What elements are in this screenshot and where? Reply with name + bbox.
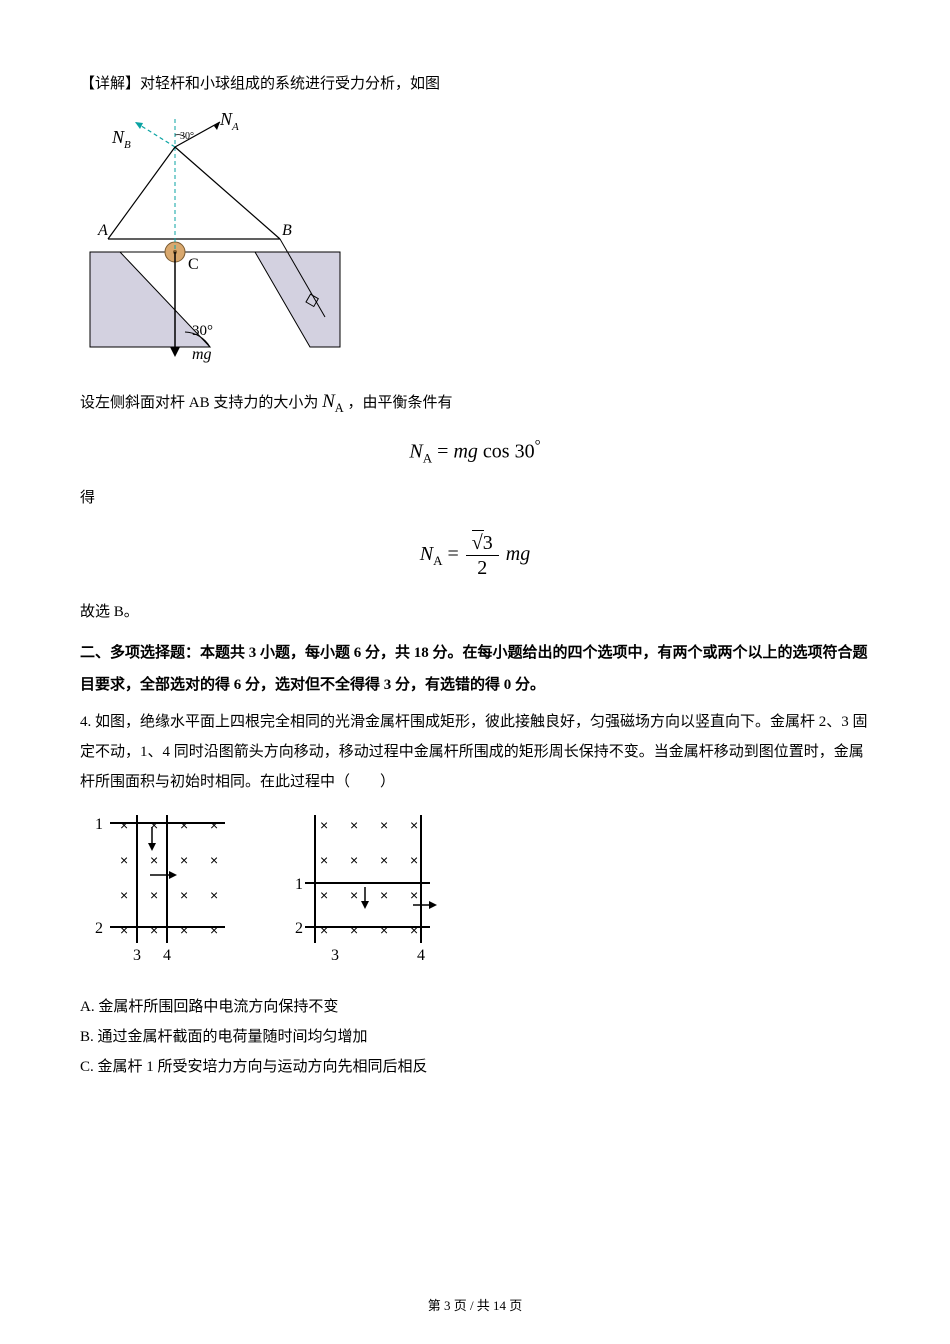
- svg-text:×: ×: [410, 817, 418, 833]
- svg-text:×: ×: [320, 922, 328, 938]
- label-C: C: [188, 256, 199, 273]
- eq1-deg: °: [535, 438, 541, 454]
- svg-text:×: ×: [150, 817, 158, 833]
- svg-text:×: ×: [120, 817, 128, 833]
- svg-text:×: ×: [380, 922, 388, 938]
- svg-text:×: ×: [210, 817, 218, 833]
- option-c: C. 金属杆 1 所受安培力方向与运动方向先相同后相反: [80, 1052, 870, 1082]
- eq1-mg: mg: [453, 440, 477, 462]
- right-label-4: 4: [417, 947, 425, 964]
- right-label-2: 2: [295, 920, 303, 937]
- eq2-mg: mg: [506, 543, 530, 565]
- label-mg: mg: [192, 346, 212, 363]
- svg-text:×: ×: [180, 887, 188, 903]
- equation-2: NA = √32 mg: [80, 531, 870, 580]
- svg-text:×: ×: [410, 887, 418, 903]
- svg-text:×: ×: [380, 817, 388, 833]
- svg-text:×: ×: [320, 852, 328, 868]
- right-label-1: 1: [295, 876, 303, 893]
- label-NB-sub: B: [124, 139, 131, 151]
- force-diagram: NB NA 30° A B C 30° mg: [80, 107, 870, 372]
- eq1-cos: cos: [478, 440, 510, 462]
- eq1-lhs-sub: A: [423, 450, 432, 465]
- svg-text:×: ×: [120, 922, 128, 938]
- svg-text:×: ×: [350, 817, 358, 833]
- eq2-sqrt: √: [472, 532, 483, 554]
- explanation-intro: 【详解】对轻杆和小球组成的系统进行受力分析，如图: [80, 70, 870, 99]
- svg-text:×: ×: [380, 852, 388, 868]
- left-label-1: 1: [95, 816, 103, 833]
- q4-stem: 4. 如图，绝缘水平面上四根完全相同的光滑金属杆围成矩形，彼此接触良好，匀强磁场…: [80, 707, 870, 797]
- text-de: 得: [80, 484, 870, 513]
- svg-text:×: ×: [180, 817, 188, 833]
- svg-text:×: ×: [120, 852, 128, 868]
- support-post: ，由平衡条件有: [347, 395, 452, 411]
- label-B: B: [282, 222, 292, 239]
- svg-text:×: ×: [320, 887, 328, 903]
- eq2-lhs-sub: A: [433, 553, 442, 568]
- left-label-3: 3: [133, 947, 141, 964]
- right-label-3: 3: [331, 947, 339, 964]
- svg-text:×: ×: [320, 817, 328, 833]
- label-NB: N: [111, 127, 125, 147]
- svg-text:×: ×: [380, 887, 388, 903]
- eq1-lhs: N: [409, 440, 422, 462]
- equation-1: NA = mg cos 30°: [80, 438, 870, 467]
- svg-text:×: ×: [180, 922, 188, 938]
- svg-text:×: ×: [210, 887, 218, 903]
- label-NA: N: [219, 109, 233, 129]
- svg-text:×: ×: [210, 852, 218, 868]
- svg-text:×: ×: [210, 922, 218, 938]
- svg-text:×: ×: [150, 852, 158, 868]
- page-number: 第 3 页 / 共 14 页: [0, 1295, 950, 1314]
- q4-figure: × × × × × × × × × × × × × × × ×: [80, 805, 870, 980]
- eq2-lhs: N: [420, 543, 433, 565]
- option-a: A. 金属杆所围回路中电流方向保持不变: [80, 992, 870, 1022]
- svg-text:×: ×: [350, 922, 358, 938]
- svg-text:×: ×: [150, 887, 158, 903]
- support-var: N: [322, 391, 335, 412]
- left-label-4: 4: [163, 947, 171, 964]
- option-b: B. 通过金属杆截面的电荷量随时间均匀增加: [80, 1022, 870, 1052]
- eq2-sqrt-arg: 3: [483, 532, 493, 554]
- support-var-sub: A: [335, 400, 344, 414]
- svg-text:×: ×: [410, 922, 418, 938]
- label-angle-bottom: 30°: [192, 323, 213, 339]
- conclusion: 故选 B。: [80, 598, 870, 627]
- section-heading: 二、多项选择题：本题共 3 小题，每小题 6 分，共 18 分。在每小题给出的四…: [80, 638, 870, 701]
- svg-text:×: ×: [410, 852, 418, 868]
- eq1-eq: =: [437, 440, 453, 462]
- svg-text:×: ×: [150, 922, 158, 938]
- svg-text:NB: NB: [111, 127, 131, 151]
- svg-text:×: ×: [180, 852, 188, 868]
- svg-text:NA: NA: [219, 109, 239, 133]
- eq1-angle: 30: [515, 440, 535, 462]
- svg-text:×: ×: [350, 852, 358, 868]
- label-NA-sub: A: [231, 121, 239, 133]
- label-angle-top: 30°: [180, 131, 194, 142]
- eq2-den: 2: [466, 556, 499, 580]
- support-force-text: 设左侧斜面对杆 AB 支持力的大小为 NA ，由平衡条件有: [80, 384, 870, 420]
- eq2-eq: =: [448, 543, 464, 565]
- svg-text:×: ×: [350, 887, 358, 903]
- label-A: A: [97, 222, 108, 239]
- svg-text:×: ×: [120, 887, 128, 903]
- left-label-2: 2: [95, 920, 103, 937]
- support-pre: 设左侧斜面对杆 AB 支持力的大小为: [80, 395, 318, 411]
